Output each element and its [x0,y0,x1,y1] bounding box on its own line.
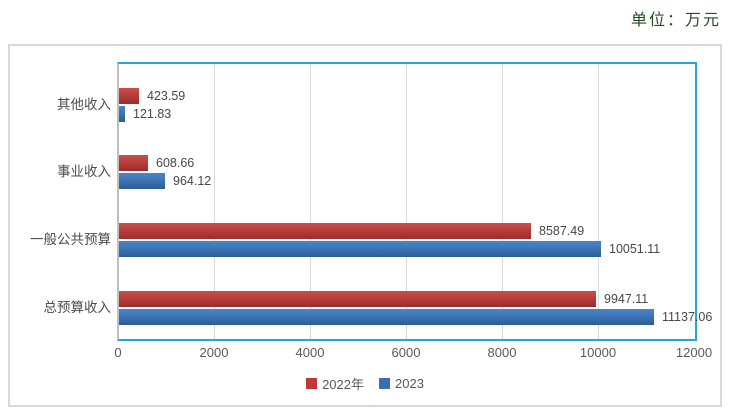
legend-label: 2023 [395,375,424,391]
x-tick-label: 0 [114,345,122,360]
value-label: 9947.11 [604,292,649,306]
plot-area: 423.59 608.66 8587.49 9947.11 121.83 964.12 10… [117,62,712,341]
x-tick-label: 4000 [295,345,325,360]
bar-2023-总预算收入 [119,309,654,325]
value-label: 964.12 [173,174,212,188]
value-label: 10051.11 [609,242,661,256]
bar-2023-一般公共预算 [119,241,601,257]
bar-2023-事业收入 [119,173,165,189]
x-tick-label: 12000 [675,345,713,360]
bar-2022年-一般公共预算 [119,223,531,239]
gridline [214,64,215,339]
bar-2022年-其他收入 [119,88,139,104]
unit-label: 单位：万元 [630,10,721,29]
category-label: 一般公共预算 [30,232,111,248]
x-axis: 0 2000 4000 6000 8000 10000 12000 [114,345,712,363]
value-label: 11137.06 [662,310,713,324]
gridline [310,64,311,339]
category-label: 其他收入 [57,97,111,113]
chart-frame: 423.59 608.66 8587.49 9947.11 121.83 964.12 10… [8,44,722,407]
x-tick-label: 8000 [487,345,517,360]
bar-2022年-事业收入 [119,155,148,171]
category-label: 事业收入 [57,164,111,180]
gridline [502,64,503,339]
value-label: 121.83 [133,107,172,121]
value-label: 8587.49 [539,224,585,238]
legend: 2022年 2023 [10,374,720,393]
x-tick-label: 2000 [199,345,229,360]
legend-marker-icon [379,377,390,389]
x-tick-label: 10000 [579,345,617,360]
gridline [406,64,407,339]
x-tick-label: 6000 [391,345,421,360]
bar-2022年-总预算收入 [119,291,596,307]
legend-item: 2022年 [306,374,364,393]
category-label: 总预算收入 [43,300,112,316]
gridline [598,64,599,339]
legend-item: 2023 [379,376,424,391]
value-label: 608.66 [156,156,195,170]
bar-2023-其他收入 [119,106,125,122]
value-label: 423.59 [147,89,186,103]
legend-label: 2022年 [322,376,364,392]
legend-marker-icon [306,377,318,389]
